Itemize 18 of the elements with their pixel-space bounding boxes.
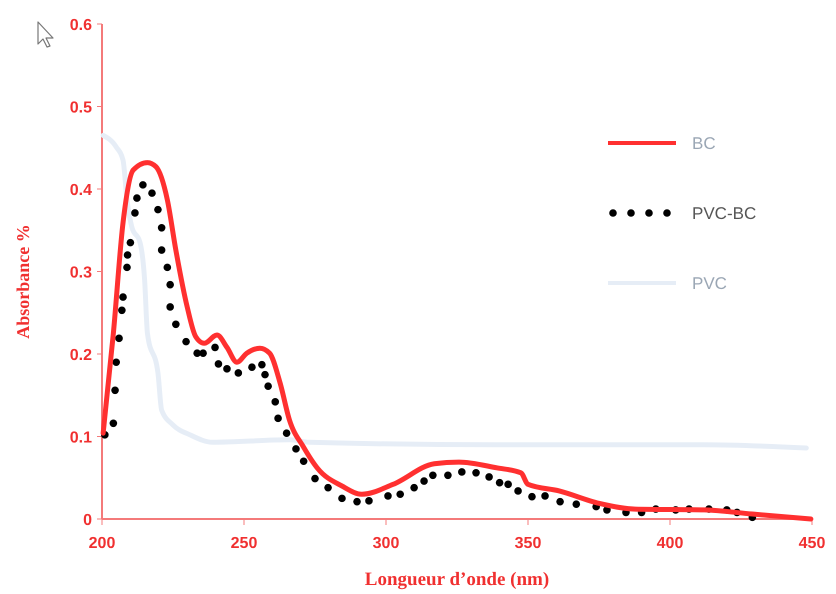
legend-label: BC bbox=[692, 134, 716, 153]
y-tick-label: 0.6 bbox=[70, 17, 92, 34]
x-tick-label: 300 bbox=[372, 535, 400, 552]
y-tick-label: 0.2 bbox=[70, 347, 92, 364]
y-axis-title: Absorbance % bbox=[13, 224, 33, 339]
x-tick-label: 200 bbox=[88, 535, 116, 552]
legend-label: PVC bbox=[692, 274, 727, 293]
y-tick-label: 0.3 bbox=[70, 264, 92, 282]
legend-label: PVC-BC bbox=[692, 204, 756, 223]
y-tick-label: 0.4 bbox=[70, 182, 92, 199]
y-tick-label: 0.1 bbox=[70, 430, 92, 446]
x-tick-label: 250 bbox=[230, 535, 258, 552]
y-tick-label: 0 bbox=[83, 512, 92, 529]
x-tick-label: 450 bbox=[798, 535, 826, 552]
x-tick-label: 400 bbox=[656, 535, 684, 552]
x-tick-label: 350 bbox=[514, 535, 542, 552]
x-axis-title: Longueur d’onde (nm) bbox=[364, 569, 550, 590]
y-tick-label: 0.5 bbox=[70, 100, 92, 116]
